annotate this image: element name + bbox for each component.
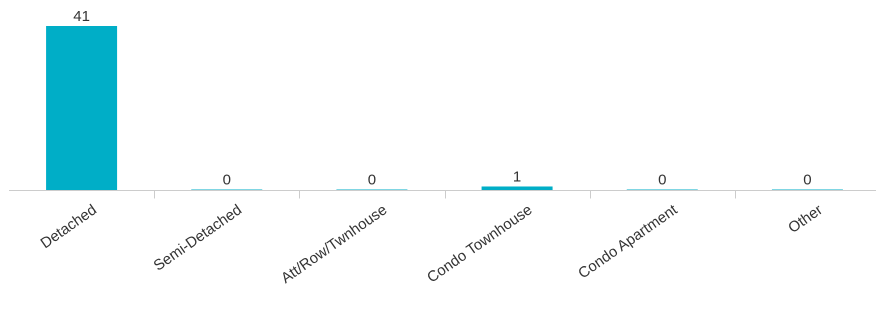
category-label: Att/Row/Twnhouse — [278, 201, 390, 287]
category-label: Other — [785, 201, 825, 236]
category-label: Detached — [38, 201, 100, 252]
category-label: Condo Townhouse — [424, 201, 535, 286]
value-labels-layer: 41 0 0 1 0 0 — [73, 8, 811, 189]
category-label: Condo Apartment — [575, 201, 681, 282]
value-label: 0 — [368, 172, 376, 189]
value-label: 0 — [658, 172, 666, 189]
bar-condo-townhouse[interactable] — [481, 186, 553, 191]
x-axis — [9, 190, 876, 199]
value-label: 0 — [223, 172, 231, 189]
bar-detached[interactable] — [46, 26, 118, 191]
value-label: 41 — [73, 8, 90, 25]
category-label: Semi-Detached — [151, 201, 245, 274]
category-labels-layer: Detached Semi-Detached Att/Row/Twnhouse Con… — [38, 201, 826, 287]
value-label: 0 — [803, 172, 811, 189]
bars-layer — [46, 26, 843, 191]
value-label: 1 — [513, 168, 521, 185]
